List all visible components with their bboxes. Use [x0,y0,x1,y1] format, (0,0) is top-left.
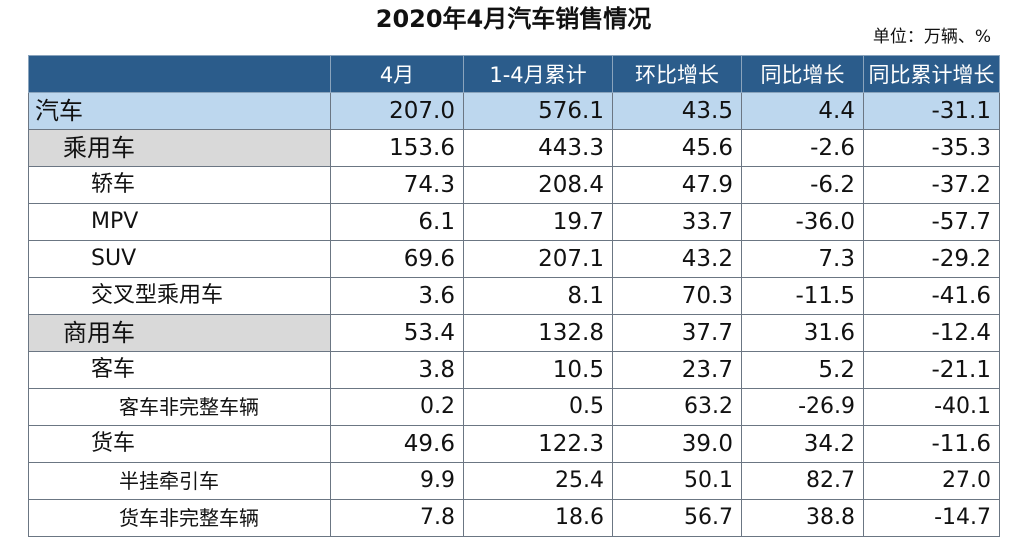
value-cell: 207.0 [330,92,464,130]
row-label: 商用车 [28,314,331,352]
value-cell: 82.7 [741,462,864,500]
value-cell: -26.9 [741,388,864,426]
value-cell: 50.1 [612,462,742,500]
row-label: 轿车 [28,166,331,204]
value-cell: 576.1 [463,92,613,130]
table-body: 汽车 207.0 576.1 43.5 4.4 -31.1 乘用车 153.6 443.3 45.… [28,92,1000,537]
value-cell: 43.5 [612,92,742,130]
table-row: 汽车 207.0 576.1 43.5 4.4 -31.1 [28,92,1000,130]
value-cell: 207.1 [463,240,613,278]
header-cell-yoy-growth: 同比增长 [741,55,864,93]
header-cell-yoy-cumulative-growth: 同比累计增长 [863,55,1000,93]
table-row: 轿车 74.3 208.4 47.9 -6.2 -37.2 [28,166,1000,204]
value-cell: 3.6 [330,277,464,315]
table-row: 货车非完整车辆 7.8 18.6 56.7 38.8 -14.7 [28,499,1000,537]
value-cell: -31.1 [863,92,1000,130]
value-cell: 34.2 [741,425,864,463]
table-row: 商用车 53.4 132.8 37.7 31.6 -12.4 [28,314,1000,352]
row-label: 货车 [28,425,331,463]
row-label: 货车非完整车辆 [28,499,331,537]
value-cell: -2.6 [741,129,864,167]
value-cell: 27.0 [863,462,1000,500]
table-row: MPV 6.1 19.7 33.7 -36.0 -57.7 [28,203,1000,241]
value-cell: 70.3 [612,277,742,315]
row-label: 汽车 [28,92,331,130]
header-cell-mom-growth: 环比增长 [612,55,742,93]
value-cell: 153.6 [330,129,464,167]
value-cell: -12.4 [863,314,1000,352]
value-cell: 7.3 [741,240,864,278]
value-cell: 3.8 [330,351,464,389]
value-cell: 49.6 [330,425,464,463]
table-row: 货车 49.6 122.3 39.0 34.2 -11.6 [28,425,1000,463]
row-label: 乘用车 [28,129,331,167]
value-cell: 7.8 [330,499,464,537]
header-cell-april: 4月 [330,55,464,93]
row-label: SUV [28,240,331,278]
value-cell: 43.2 [612,240,742,278]
header-cell-cumulative: 1-4月累计 [463,55,613,93]
value-cell: -29.2 [863,240,1000,278]
header-cell-label [28,55,331,93]
row-label: 半挂牵引车 [28,462,331,500]
value-cell: 4.4 [741,92,864,130]
value-cell: 38.8 [741,499,864,537]
value-cell: 74.3 [330,166,464,204]
value-cell: 63.2 [612,388,742,426]
value-cell: 33.7 [612,203,742,241]
value-cell: 8.1 [463,277,613,315]
value-cell: 45.6 [612,129,742,167]
value-cell: 19.7 [463,203,613,241]
value-cell: 9.9 [330,462,464,500]
value-cell: -35.3 [863,129,1000,167]
value-cell: 37.7 [612,314,742,352]
table-row: 半挂牵引车 9.9 25.4 50.1 82.7 27.0 [28,462,1000,500]
value-cell: 10.5 [463,351,613,389]
value-cell: -41.6 [863,277,1000,315]
header-row: 4月 1-4月累计 环比增长 同比增长 同比累计增长 [28,55,1000,93]
value-cell: -36.0 [741,203,864,241]
value-cell: 0.2 [330,388,464,426]
row-label: 交叉型乘用车 [28,277,331,315]
value-cell: -6.2 [741,166,864,204]
value-cell: 56.7 [612,499,742,537]
value-cell: 208.4 [463,166,613,204]
value-cell: 0.5 [463,388,613,426]
value-cell: 31.6 [741,314,864,352]
value-cell: 122.3 [463,425,613,463]
value-cell: -11.5 [741,277,864,315]
value-cell: -57.7 [863,203,1000,241]
value-cell: -11.6 [863,425,1000,463]
value-cell: 25.4 [463,462,613,500]
value-cell: 69.6 [330,240,464,278]
value-cell: 6.1 [330,203,464,241]
table-header: 4月 1-4月累计 环比增长 同比增长 同比累计增长 [28,55,1000,93]
table-row: 客车非完整车辆 0.2 0.5 63.2 -26.9 -40.1 [28,388,1000,426]
table-row: 交叉型乘用车 3.6 8.1 70.3 -11.5 -41.6 [28,277,1000,315]
row-label: MPV [28,203,331,241]
value-cell: 39.0 [612,425,742,463]
table-row: 乘用车 153.6 443.3 45.6 -2.6 -35.3 [28,129,1000,167]
value-cell: -21.1 [863,351,1000,389]
row-label: 客车 [28,351,331,389]
row-label: 客车非完整车辆 [28,388,331,426]
value-cell: -40.1 [863,388,1000,426]
table-row: SUV 69.6 207.1 43.2 7.3 -29.2 [28,240,1000,278]
value-cell: 5.2 [741,351,864,389]
table-row: 客车 3.8 10.5 23.7 5.2 -21.1 [28,351,1000,389]
value-cell: 132.8 [463,314,613,352]
value-cell: 47.9 [612,166,742,204]
value-cell: -37.2 [863,166,1000,204]
value-cell: 18.6 [463,499,613,537]
sales-table: 4月 1-4月累计 环比增长 同比增长 同比累计增长 汽车 207.0 576.1 4… [28,55,1000,537]
value-cell: -14.7 [863,499,1000,537]
value-cell: 53.4 [330,314,464,352]
unit-note: 单位：万辆、% [872,27,991,47]
page-title: 2020年4月汽车销售情况 [375,5,652,33]
value-cell: 23.7 [612,351,742,389]
value-cell: 443.3 [463,129,613,167]
